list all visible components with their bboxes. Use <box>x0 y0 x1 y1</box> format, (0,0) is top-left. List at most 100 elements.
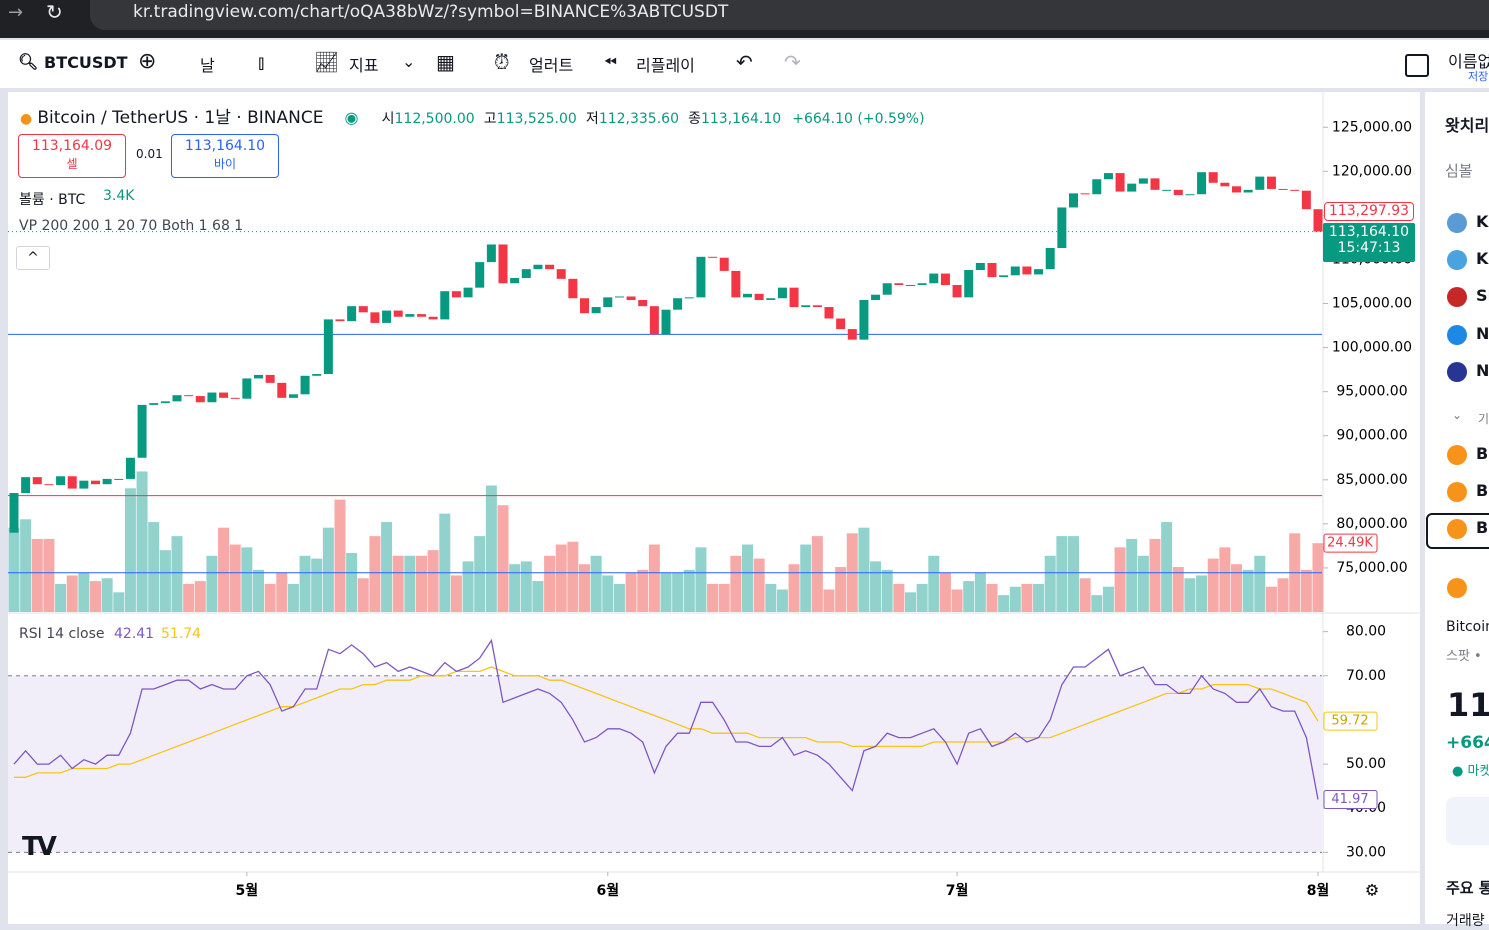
layout-name[interactable]: 이름없 <box>1448 52 1489 71</box>
replay-icon[interactable]: ⏪︎ <box>604 52 617 71</box>
alerts[interactable]: 얼러트 <box>529 56 574 75</box>
compare-button[interactable]: ⊕ <box>138 49 157 74</box>
volume-bar <box>171 536 183 612</box>
volume-bar <box>753 558 765 612</box>
volume-bar <box>520 561 532 612</box>
time-tick-label: 7월 <box>946 882 969 899</box>
volume-bar <box>1044 555 1056 612</box>
candle-body <box>556 269 566 279</box>
layouts[interactable]: ▦ <box>436 50 455 74</box>
watch-row[interactable]: N <box>1476 324 1489 343</box>
volume-bar <box>1033 583 1045 612</box>
candle-body <box>743 293 752 298</box>
redo[interactable]: ↷ <box>784 50 801 74</box>
time-tick-label: 8월 <box>1307 882 1330 899</box>
volume-bar <box>1021 583 1033 612</box>
candle-body <box>1080 193 1090 195</box>
replay[interactable]: 리플레이 <box>636 56 695 75</box>
candle-body <box>894 283 904 286</box>
vp-legend: VP 200 200 1 20 70 Both 1 68 1 <box>19 218 244 234</box>
volume-bar <box>1300 569 1312 612</box>
watch-row[interactable]: B <box>1476 518 1489 537</box>
back-icon[interactable]: → <box>8 2 24 23</box>
candle-body <box>1173 189 1183 196</box>
countdown: 15:47:13 <box>1337 240 1401 256</box>
volume-bar <box>183 583 195 612</box>
address-bar[interactable] <box>90 0 1489 30</box>
sell-button[interactable]: 113,164.09 셀 <box>18 134 126 178</box>
watch-row[interactable]: K <box>1476 212 1489 231</box>
watch-row[interactable]: B <box>1476 481 1489 500</box>
time-tick-label: 6월 <box>596 882 619 899</box>
candle-body <box>777 287 787 299</box>
section-toggle[interactable]: ⌄ <box>1452 408 1463 422</box>
section-title: 기 <box>1478 412 1489 426</box>
candle-body <box>195 396 205 403</box>
candle-body <box>475 262 485 288</box>
candle-body <box>382 310 392 323</box>
undo[interactable]: ↶ <box>736 50 753 74</box>
candle-body <box>56 476 66 486</box>
candle-body <box>463 287 473 298</box>
candle-body <box>940 273 950 286</box>
volume-bar <box>1102 586 1114 612</box>
symbol-search[interactable]: 🔍︎ <box>18 52 39 71</box>
volume-bar <box>1172 567 1184 612</box>
buy-button[interactable]: 113,164.10 바이 <box>171 134 279 178</box>
volume-bar <box>322 527 334 612</box>
candle-body <box>160 401 170 404</box>
selected-row[interactable] <box>1426 513 1489 549</box>
candle-body <box>254 374 263 379</box>
candle-body <box>1232 186 1241 193</box>
symbol[interactable]: BTCUSDT <box>44 53 128 72</box>
volume-bar <box>613 583 625 612</box>
volume-bar <box>718 583 730 612</box>
volume-bar <box>974 572 986 612</box>
candle-body <box>21 477 31 494</box>
watch-row[interactable]: N <box>1476 361 1489 380</box>
axis-label-box <box>1323 790 1378 810</box>
volume-bar <box>1219 547 1231 612</box>
indicators[interactable]: 지표 <box>349 56 379 75</box>
volume-bar <box>136 471 148 612</box>
candle-body <box>1127 183 1137 192</box>
volume-bar <box>730 555 742 612</box>
indicators-icon[interactable]: 📈︎ <box>314 50 340 74</box>
fullscreen[interactable] <box>1405 54 1429 77</box>
templates[interactable]: ⌄ <box>402 52 416 71</box>
chart-background <box>8 92 1420 924</box>
volume-bar <box>823 589 835 612</box>
candle-body <box>1092 179 1102 195</box>
candle-body <box>172 395 182 402</box>
row-icon <box>1447 287 1467 307</box>
watch-row[interactable]: K <box>1476 249 1489 268</box>
candle-body <box>673 298 683 310</box>
volume-bar <box>90 581 101 612</box>
watch-row[interactable]: B <box>1476 444 1489 463</box>
volume-bar <box>450 575 462 612</box>
reload-icon[interactable]: ↻ <box>46 0 63 24</box>
candle-body <box>766 298 776 300</box>
alert-icon[interactable]: ⏰︎ <box>494 50 510 74</box>
watch-row[interactable]: SI <box>1476 286 1489 305</box>
volume-bar <box>101 578 113 612</box>
volume-bar <box>637 569 649 612</box>
volume-bar <box>66 575 78 612</box>
chart-type[interactable]: ⫾ <box>258 50 265 74</box>
candle-body <box>1162 189 1172 191</box>
promo-card[interactable] <box>1446 797 1489 845</box>
candle-body <box>952 285 962 298</box>
volume-bar <box>683 569 695 612</box>
candle-body <box>1034 269 1044 275</box>
candle-body <box>731 270 741 298</box>
tv-logo[interactable]: TV <box>22 832 57 862</box>
volume-bar <box>695 547 707 612</box>
volume-bar <box>509 564 521 612</box>
rsi-ma-line <box>14 666 1319 778</box>
volume-bar <box>439 513 451 612</box>
collapse-button[interactable]: ^ <box>16 246 50 270</box>
volume-bar <box>416 555 427 612</box>
save[interactable]: 저장 <box>1468 70 1489 83</box>
interval[interactable]: 날 <box>200 56 215 75</box>
candle-body <box>137 404 147 458</box>
